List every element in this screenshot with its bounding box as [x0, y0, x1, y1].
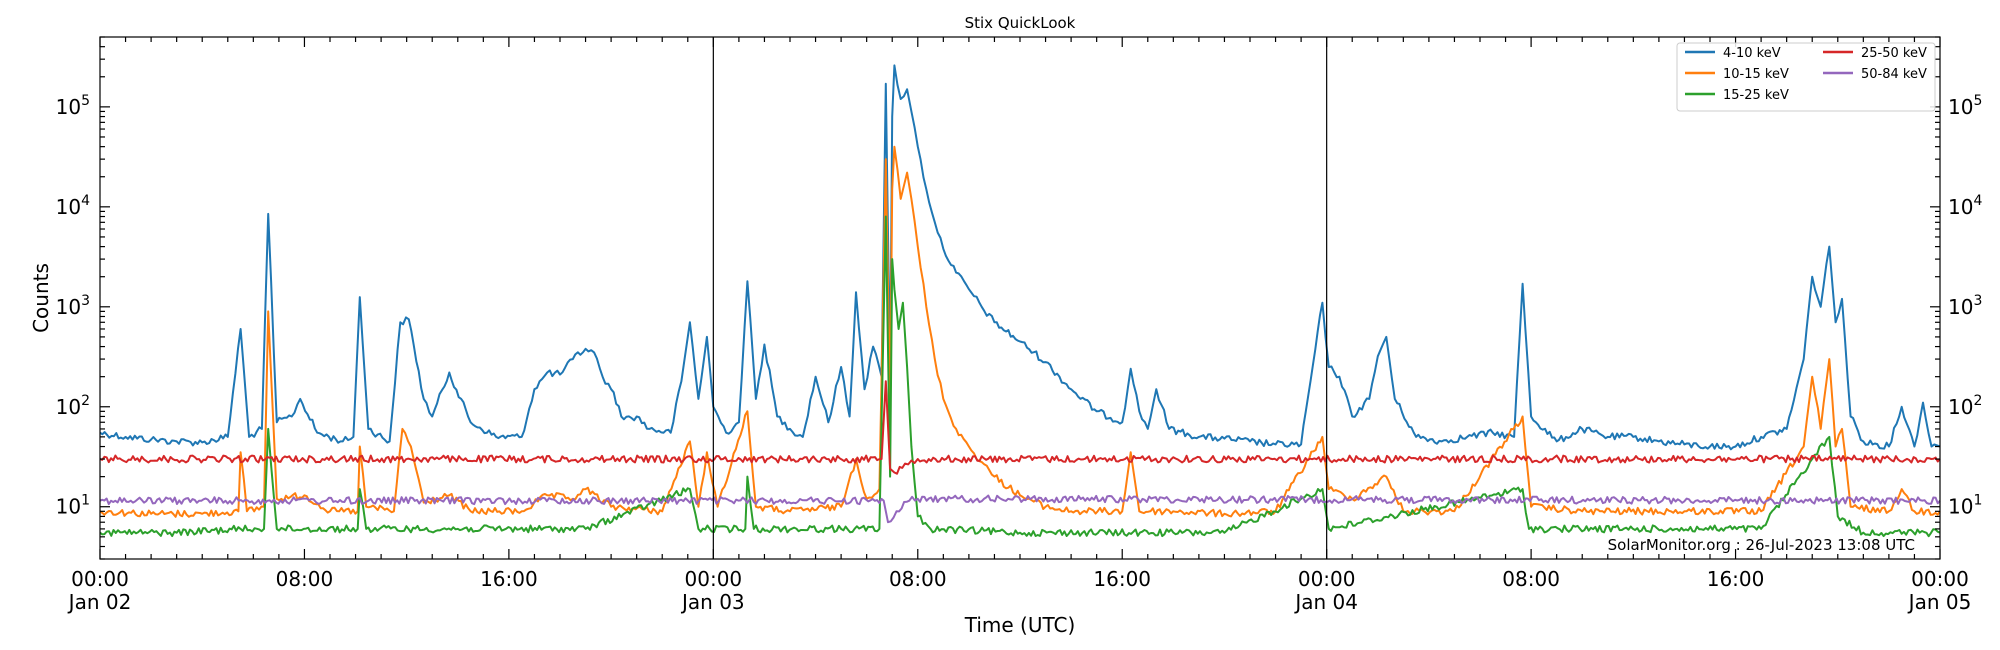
- y-tick-label-right: 105: [1948, 93, 1982, 119]
- legend-label: 25-50 keV: [1861, 46, 1927, 61]
- series-layer: [99, 64, 1941, 538]
- y-axis-label: Counts: [29, 263, 53, 333]
- x-tick-label: 00:00: [1298, 567, 1356, 591]
- x-tick-label: 00:00: [1911, 567, 1969, 591]
- y-tick-label: 105: [56, 93, 90, 119]
- x-tick-label: 16:00: [480, 567, 538, 591]
- legend-label: 50-84 keV: [1861, 67, 1927, 82]
- x-tick-label: 00:00: [71, 567, 129, 591]
- x-axis-label: Time (UTC): [964, 613, 1076, 637]
- solarmonitor-annotation: SolarMonitor.org : 26-Jul-2023 13:08 UTC: [1608, 536, 1915, 554]
- x-tick-label: 16:00: [1707, 567, 1765, 591]
- x-tick-date-label: Jan 04: [1293, 590, 1358, 614]
- x-tick-date-label: Jan 02: [67, 590, 132, 614]
- y-tick-label-right: 101: [1948, 493, 1982, 519]
- series-line-25-50-keV: [99, 380, 1941, 475]
- y-tick-label: 103: [56, 293, 90, 319]
- y-tick-label-right: 103: [1948, 293, 1982, 319]
- chart-title: Stix QuickLook: [965, 14, 1076, 32]
- x-tick-date-label: Jan 05: [1907, 590, 1972, 614]
- x-tick-label: 00:00: [685, 567, 743, 591]
- x-tick-label: 16:00: [1093, 567, 1151, 591]
- series-line-15-25-keV: [99, 215, 1941, 538]
- legend-label: 10-15 keV: [1723, 67, 1789, 82]
- y-tick-label-right: 104: [1948, 193, 1982, 219]
- y-tick-label: 104: [56, 193, 90, 219]
- x-tick-date-label: Jan 03: [680, 590, 745, 614]
- legend-label: 4-10 keV: [1723, 46, 1781, 61]
- legend-label: 15-25 keV: [1723, 88, 1789, 103]
- day-separators: [712, 37, 1328, 559]
- y-axis: 101 101 102 102 103 103 104 104 105 105: [56, 36, 1982, 560]
- series-line-50-84-keV: [99, 494, 1941, 524]
- legend: 4-10 keV 10-15 keV 15-25 keV 25-50 keV 50-84…: [1676, 42, 1936, 112]
- series-line-4-10-keV: [99, 64, 1941, 451]
- y-tick-label: 102: [56, 393, 90, 419]
- y-tick-label: 101: [56, 493, 90, 519]
- x-tick-label: 08:00: [276, 567, 334, 591]
- x-tick-label: 08:00: [889, 567, 947, 591]
- legend-box: [1676, 42, 1936, 112]
- x-tick-label: 08:00: [1502, 567, 1560, 591]
- y-tick-label-right: 102: [1948, 393, 1982, 419]
- plot-frame: [99, 36, 1941, 560]
